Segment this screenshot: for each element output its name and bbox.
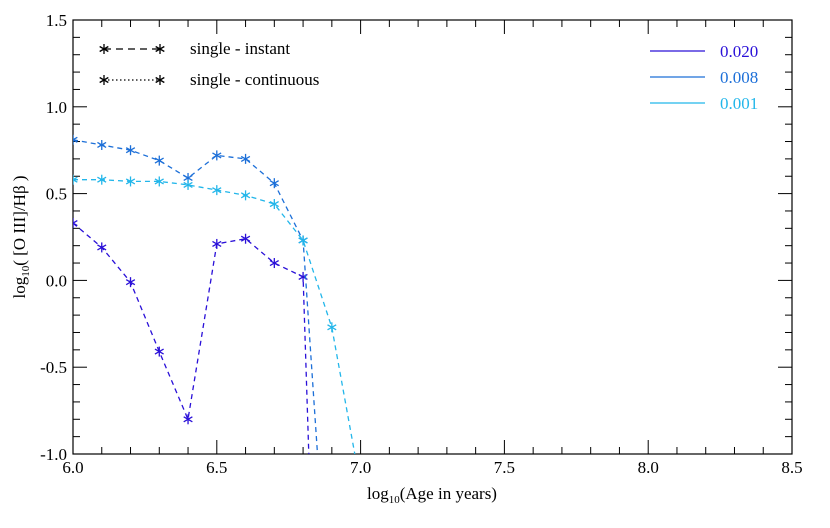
x-axis-label-log: log <box>367 484 389 503</box>
color-legend-label-0.020: 0.020 <box>720 42 758 61</box>
style-legend-marker <box>99 75 109 85</box>
series-point-0.001 <box>183 179 193 190</box>
series-line-0.001 <box>73 179 356 454</box>
x-axis-label-rest: (Age in years) <box>400 484 497 503</box>
color-legend-label-0.008: 0.008 <box>720 68 758 87</box>
series-line-0.020 <box>73 222 310 454</box>
style-legend-label: single - continuous <box>190 70 319 89</box>
y-tick-label: 0.5 <box>46 185 67 204</box>
series-point-0.001 <box>125 176 136 187</box>
series-point-0.020 <box>269 258 279 269</box>
y-axis-label-log: log <box>10 276 29 298</box>
series-point-0.008 <box>97 139 107 150</box>
x-tick-label: 8.5 <box>781 458 802 477</box>
y-axis-label: log10( [O III]/Hβ ) <box>10 175 32 298</box>
style-legend-marker <box>155 44 165 54</box>
series-point-0.001 <box>97 174 107 185</box>
series-point-0.008 <box>212 150 222 161</box>
x-tick-label: 8.0 <box>638 458 659 477</box>
y-tick-label: 1.0 <box>46 98 67 117</box>
y-tick-label: 0.0 <box>46 271 67 290</box>
style-legend: single - instant single - continuous <box>99 39 319 89</box>
series-point-0.001 <box>269 199 279 210</box>
series-point-0.008 <box>154 155 164 166</box>
series-point-0.001 <box>154 176 164 187</box>
y-tick-label: -0.5 <box>40 358 67 377</box>
series-point-0.020 <box>183 414 193 425</box>
series-point-0.008 <box>240 153 251 164</box>
x-tick-label: 7.5 <box>494 458 515 477</box>
x-axis-label: log10(Age in years) <box>367 484 497 506</box>
series-point-0.001 <box>298 235 308 246</box>
plot-frame <box>72 19 793 455</box>
series-point-0.020 <box>97 242 107 253</box>
series-point-0.001 <box>327 322 337 333</box>
series-line-0.008 <box>73 139 319 454</box>
style-legend-marker <box>99 44 109 54</box>
series-point-0.001 <box>73 174 78 185</box>
series-point-0.001 <box>212 185 222 196</box>
style-legend-marker <box>155 75 165 85</box>
x-axis-label-sub: 10 <box>389 494 401 506</box>
x-tick-label: 6.0 <box>62 458 83 477</box>
y-axis-label-sub: 10 <box>20 265 32 277</box>
y-tick-label: 1.5 <box>46 11 67 30</box>
series-group <box>73 134 356 454</box>
series-point-0.001 <box>240 190 251 201</box>
series-point-0.020 <box>154 346 164 357</box>
x-tick-label: 7.0 <box>350 458 371 477</box>
series-point-0.008 <box>269 178 279 189</box>
series-point-0.020 <box>212 238 222 249</box>
style-legend-label: single - instant <box>190 39 290 58</box>
y-axis-label-rest: ( [O III]/Hβ ) <box>10 175 29 265</box>
series-point-0.020 <box>73 218 78 229</box>
color-legend-label-0.001: 0.001 <box>720 94 758 113</box>
series-point-0.008 <box>73 134 78 145</box>
series-point-0.020 <box>240 233 251 244</box>
y-tick-label: -1.0 <box>40 445 67 464</box>
series-point-0.008 <box>125 145 136 156</box>
series-point-0.020 <box>125 277 136 288</box>
axis-ticks: 6.0 6.5 7.0 7.5 8.0 8.5 -1.0 -0.5 0.0 0.5 1.0 1.5 <box>40 11 803 477</box>
x-tick-label: 6.5 <box>206 458 227 477</box>
color-legend: 0.020 0.008 0.001 <box>650 42 758 113</box>
